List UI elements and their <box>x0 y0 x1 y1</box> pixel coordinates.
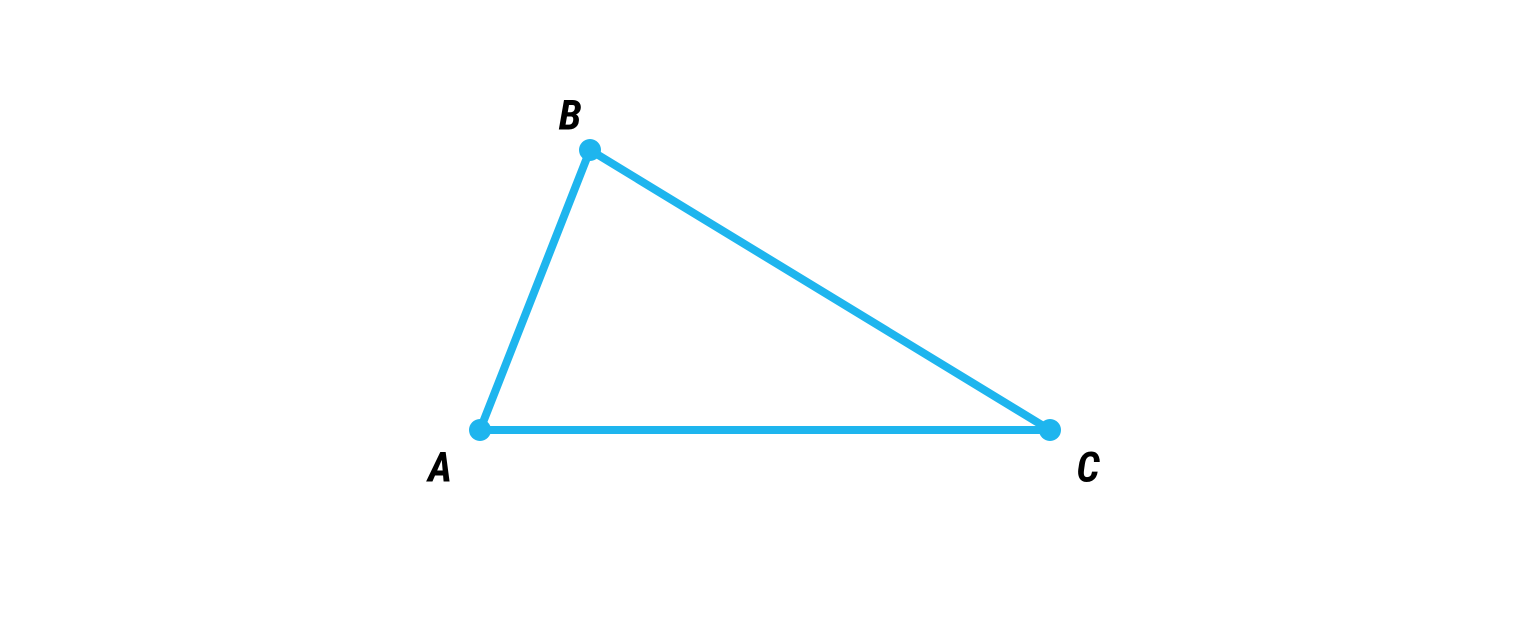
vertex-A <box>469 419 491 441</box>
vertex-label-A: A <box>428 444 452 493</box>
edge-B-C <box>590 150 1050 430</box>
triangle-svg <box>0 0 1536 639</box>
edge-A-B <box>480 150 590 430</box>
vertex-B <box>579 139 601 161</box>
vertex-C <box>1039 419 1061 441</box>
triangle-diagram: A B C <box>0 0 1536 639</box>
vertex-label-B: B <box>559 92 582 141</box>
vertex-label-C: C <box>1076 444 1099 493</box>
